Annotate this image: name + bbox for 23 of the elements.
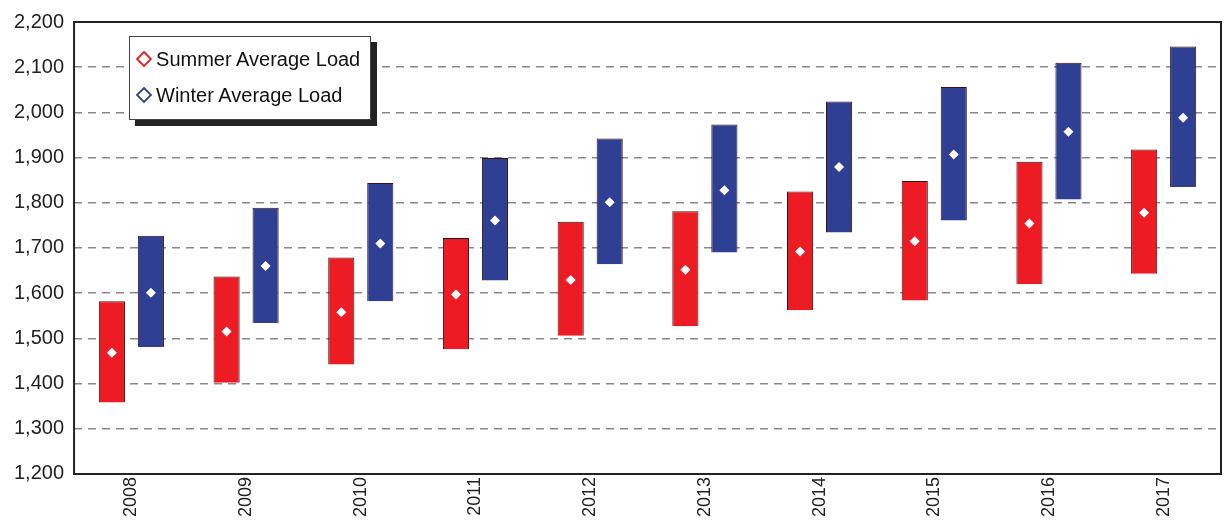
y-tick-label: 1,200	[13, 461, 65, 484]
x-tick-label: 2014	[808, 476, 829, 517]
x-tick-label: 2013	[693, 476, 714, 517]
x-tick-label: 2017	[1152, 476, 1173, 517]
legend-label: Summer Average Load	[156, 47, 361, 71]
y-tick-label: 1,900	[13, 145, 65, 168]
y-tick-label: 1,700	[13, 235, 65, 258]
y-tick-label: 2,000	[13, 99, 65, 122]
x-tick-label: 2008	[120, 476, 141, 517]
y-tick-label: 1,600	[13, 280, 65, 303]
x-tick-label: 2015	[923, 476, 944, 517]
x-tick-label: 2009	[235, 476, 256, 517]
y-tick-label: 2,200	[13, 9, 65, 32]
legend-label: Winter Average Load	[156, 83, 343, 107]
x-tick-label: 2016	[1037, 476, 1058, 517]
x-tick-label: 2011	[464, 476, 485, 516]
y-tick-label: 1,500	[13, 325, 65, 348]
y-tick-label: 1,400	[13, 371, 65, 394]
x-tick-label: 2010	[349, 476, 370, 517]
y-tick-label: 1,800	[13, 190, 65, 213]
y-tick-label: 1,300	[13, 416, 65, 439]
y-tick-label: 2,100	[13, 54, 65, 77]
x-tick-label: 2012	[579, 476, 600, 517]
